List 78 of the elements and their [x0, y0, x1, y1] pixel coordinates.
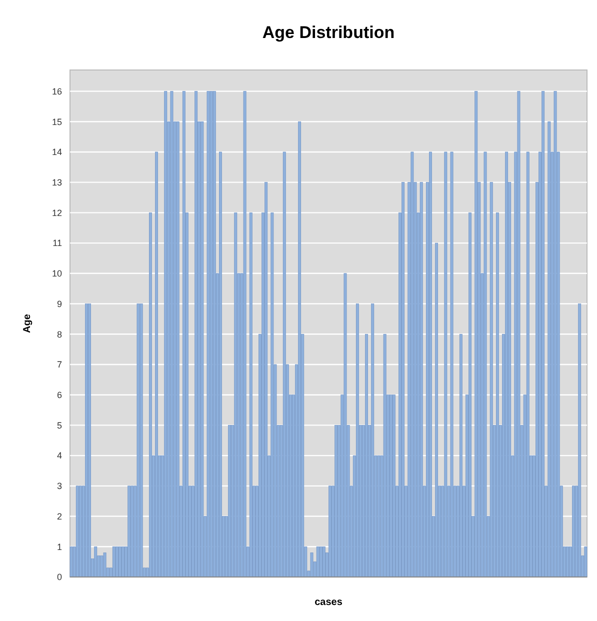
bar	[548, 121, 551, 578]
bar	[76, 486, 79, 578]
bar	[420, 182, 423, 578]
bar	[234, 212, 238, 578]
bar	[112, 546, 116, 578]
y-tick-label: 6	[56, 390, 62, 400]
y-tick-label: 12	[52, 208, 62, 218]
bar	[392, 394, 396, 578]
bar	[270, 212, 274, 578]
y-tick-label: 8	[56, 329, 62, 340]
bar	[316, 546, 320, 578]
bar	[526, 152, 530, 578]
bar	[484, 152, 487, 578]
y-tick-label: 16	[52, 86, 62, 96]
y-tick-label: 4	[56, 450, 62, 461]
bar	[264, 182, 268, 578]
bar	[206, 91, 210, 578]
bar	[228, 425, 232, 578]
bar	[383, 334, 386, 578]
bar	[496, 212, 499, 578]
bar	[94, 546, 98, 578]
bar	[140, 304, 143, 578]
bar	[435, 242, 438, 578]
bar	[200, 121, 204, 578]
bar	[176, 121, 180, 578]
bar	[148, 212, 152, 578]
bar	[474, 91, 478, 578]
bar	[88, 304, 91, 578]
bar	[584, 546, 588, 578]
bar	[468, 212, 472, 578]
y-tick-label: 13	[52, 177, 62, 188]
bar	[310, 552, 314, 578]
bar	[182, 91, 186, 578]
bar	[164, 91, 168, 578]
bar	[70, 546, 73, 578]
y-tick-label: 14	[52, 147, 62, 158]
y-tick-label: 9	[56, 298, 62, 309]
bar	[85, 304, 88, 578]
bar	[459, 334, 462, 578]
bar	[542, 91, 545, 578]
bar	[402, 182, 405, 578]
y-tick-label: 2	[56, 511, 62, 522]
bar	[344, 273, 347, 578]
bar	[136, 304, 140, 578]
bar	[578, 304, 582, 578]
bar	[219, 152, 222, 578]
bar	[298, 121, 302, 578]
bar	[128, 486, 131, 578]
bar	[328, 486, 332, 578]
bar	[282, 152, 286, 578]
bar	[212, 91, 216, 578]
chart-title: Age Distribution	[262, 23, 395, 42]
bar	[356, 304, 359, 578]
y-tick-label: 15	[52, 116, 62, 127]
bar	[249, 212, 252, 578]
bar	[334, 425, 338, 578]
y-tick-label: 5	[56, 420, 62, 430]
y-tick-label: 1	[56, 542, 62, 552]
bar	[444, 152, 448, 578]
bar	[517, 91, 520, 578]
bar	[505, 152, 508, 578]
x-axis-title: cases	[314, 597, 343, 608]
bar	[572, 486, 575, 578]
y-tick-label: 7	[56, 360, 62, 370]
bar	[194, 91, 198, 578]
bar	[243, 91, 246, 578]
bar	[429, 152, 432, 578]
y-axis-title: Age	[22, 314, 33, 333]
bar	[365, 334, 368, 578]
y-tick-label: 10	[52, 268, 62, 279]
bar	[103, 552, 106, 578]
y-tick-label: 11	[52, 238, 62, 248]
bar	[155, 152, 158, 578]
bar	[490, 182, 493, 578]
y-tick-label: 0	[56, 572, 62, 582]
bar	[450, 152, 454, 578]
y-tick-label: 3	[56, 481, 62, 492]
bar	[371, 304, 374, 578]
